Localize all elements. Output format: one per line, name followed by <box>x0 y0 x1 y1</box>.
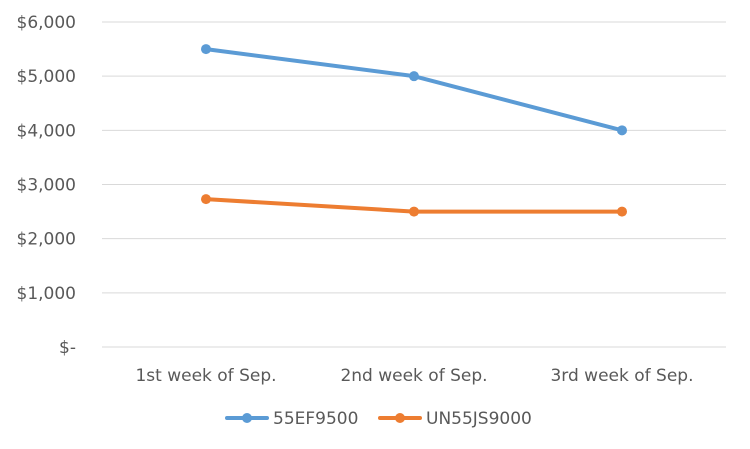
data-point <box>201 194 211 205</box>
series-55EF9500 <box>201 44 627 136</box>
gridlines <box>102 21 726 348</box>
series-line <box>204 47 624 133</box>
legend: 55EF9500 UN55JS9000 <box>225 409 532 429</box>
data-point <box>617 125 627 136</box>
legend-item: UN55JS9000 <box>378 409 532 429</box>
legend-swatch-marker <box>242 413 252 423</box>
data-point <box>617 206 627 217</box>
y-tick-label: $- <box>59 338 76 358</box>
x-tick-label: 3rd week of Sep. <box>550 366 693 386</box>
legend-swatch-marker <box>395 413 405 423</box>
y-tick-label: $6,000 <box>17 13 76 33</box>
series-lines <box>201 44 627 217</box>
legend-label: 55EF9500 <box>273 409 358 429</box>
x-tick-label: 2nd week of Sep. <box>340 366 487 386</box>
data-point <box>409 206 419 217</box>
data-point <box>409 71 419 82</box>
x-tick-label: 1st week of Sep. <box>135 366 276 386</box>
y-axis-tick-labels: $- $1,000 $2,000 $3,000 $4,000 $5,000 $6,000 <box>17 13 76 358</box>
y-tick-label: $2,000 <box>17 230 76 250</box>
data-point <box>201 44 211 55</box>
series-UN55JS9000 <box>201 194 627 217</box>
legend-item: 55EF9500 <box>225 409 358 429</box>
y-tick-label: $5,000 <box>17 67 76 87</box>
y-tick-label: $3,000 <box>17 176 76 196</box>
x-axis-tick-labels: 1st week of Sep. 2nd week of Sep. 3rd week… <box>135 366 693 386</box>
y-tick-label: $1,000 <box>17 284 76 304</box>
y-tick-label: $4,000 <box>17 121 76 141</box>
legend-label: UN55JS9000 <box>426 409 532 429</box>
